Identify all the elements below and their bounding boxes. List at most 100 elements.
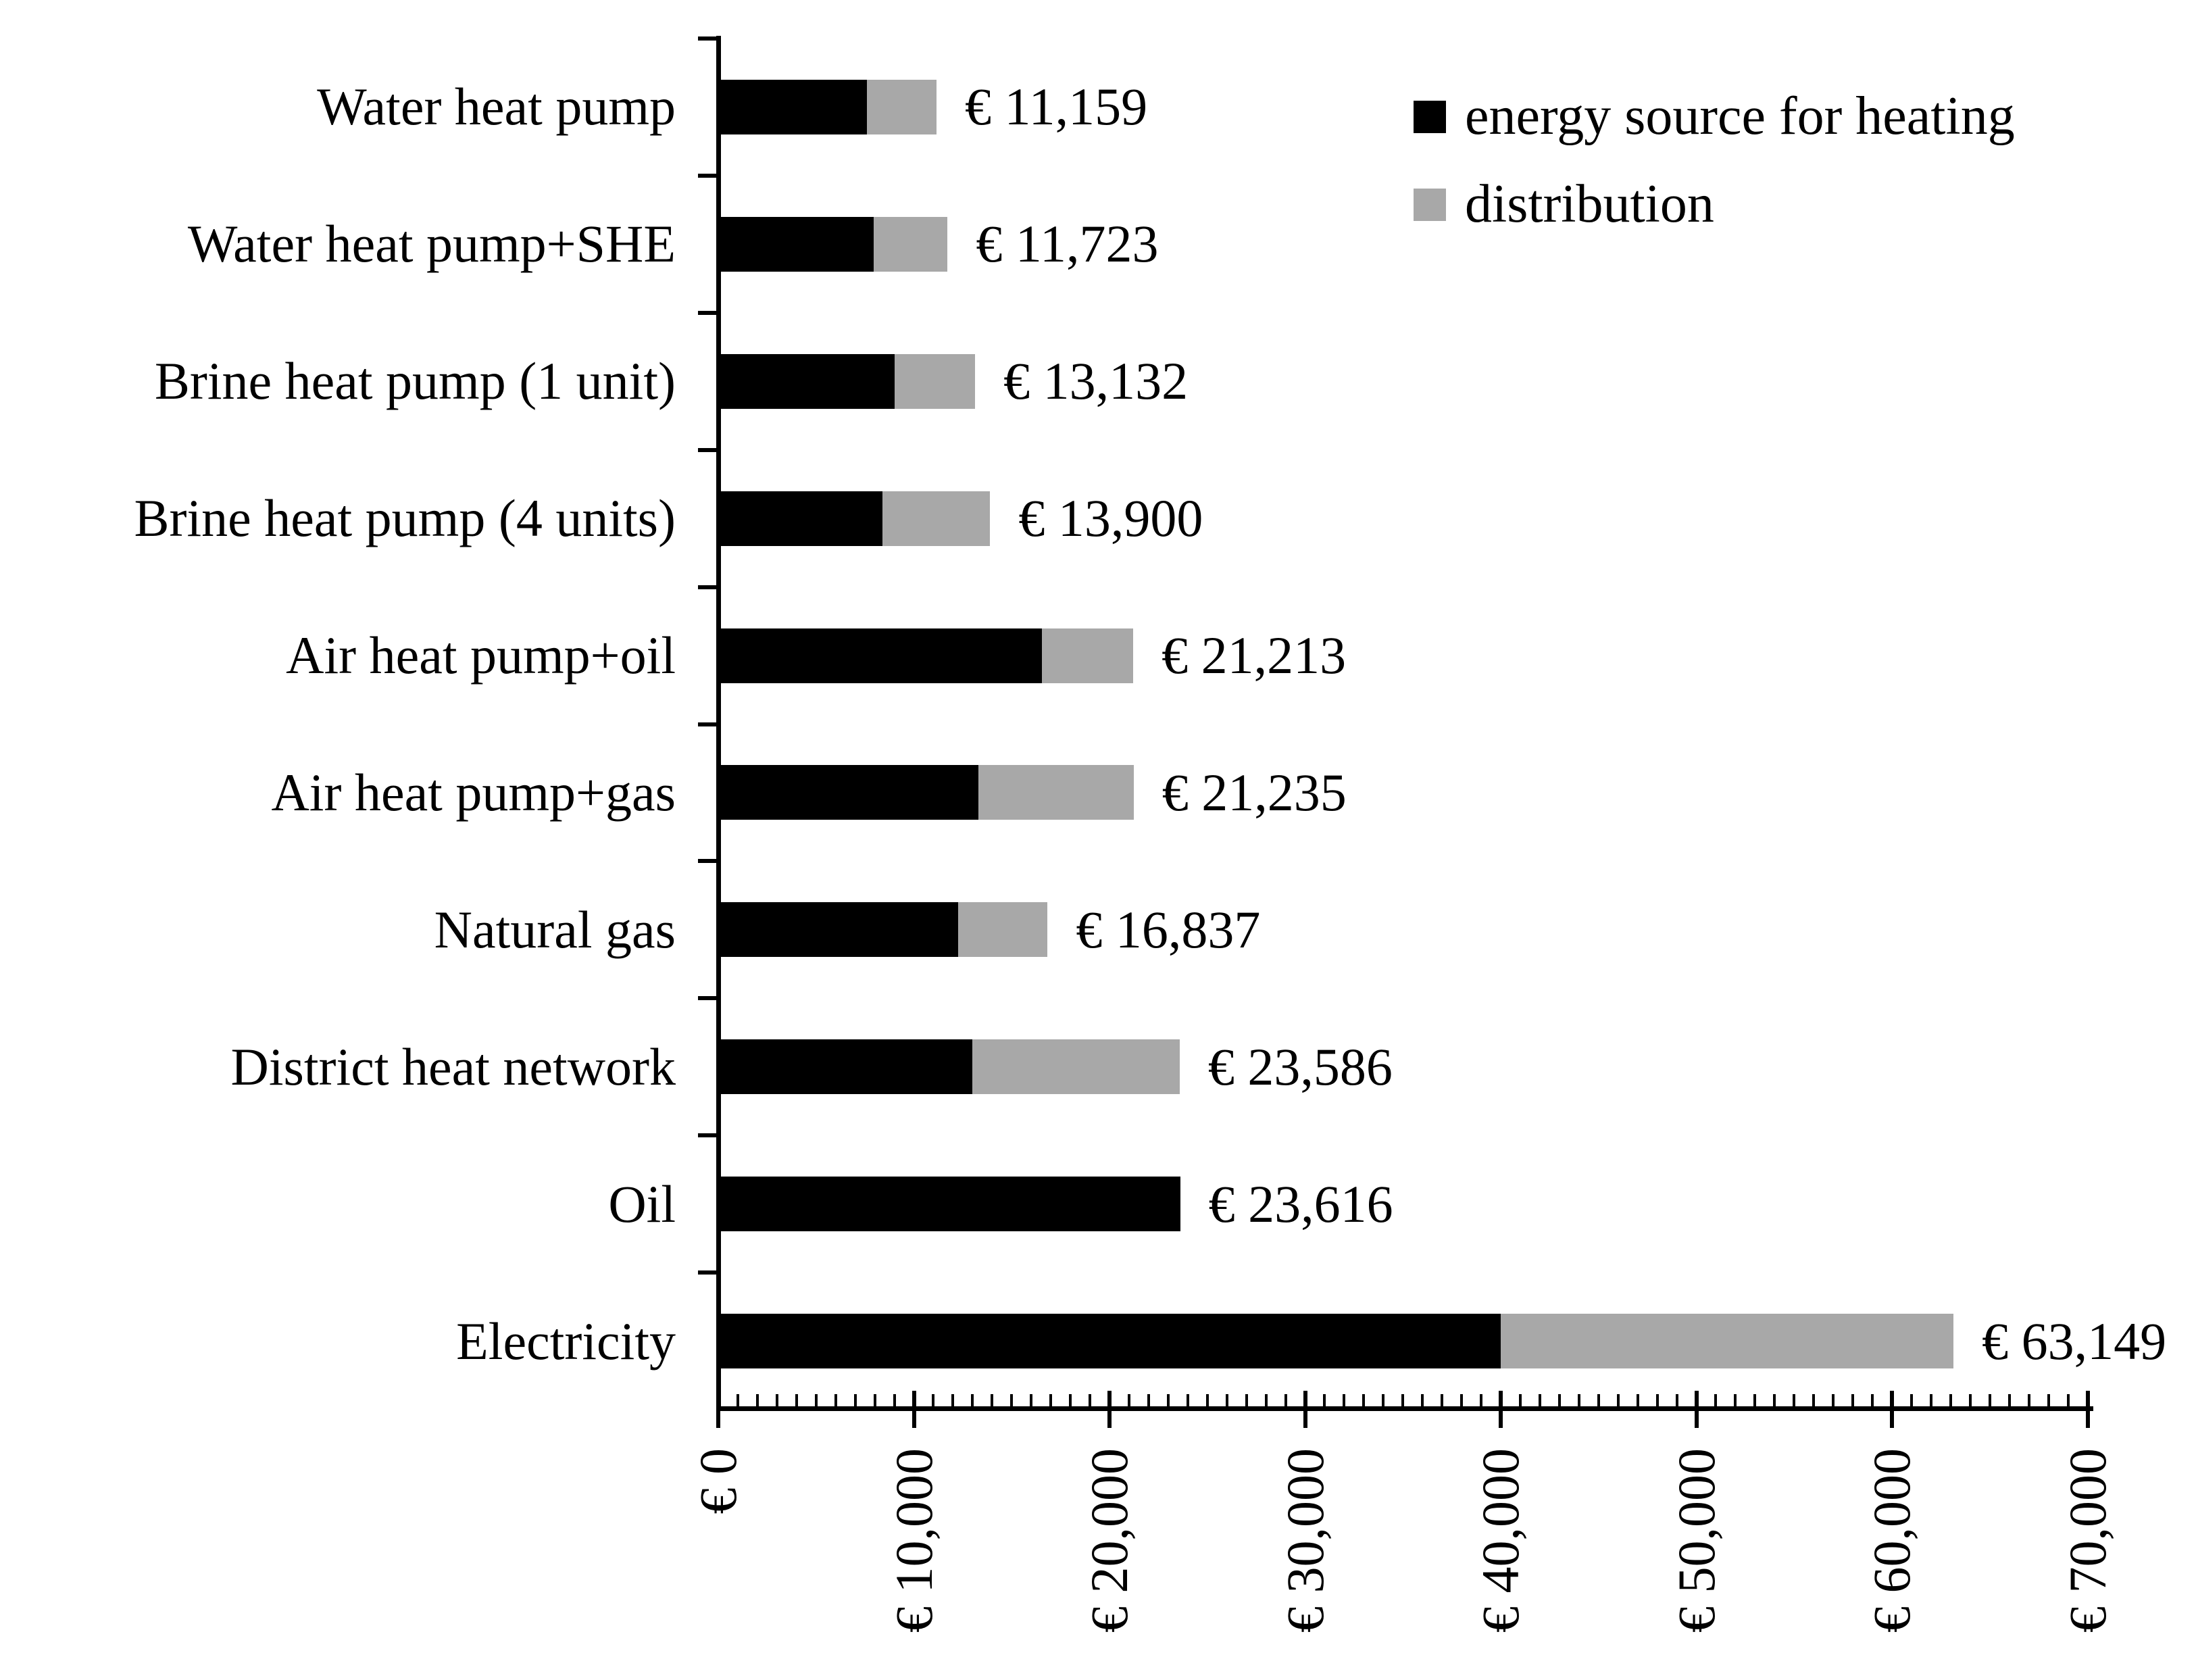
x-axis-minor-tick bbox=[1225, 1394, 1228, 1409]
x-axis-minor-tick bbox=[951, 1394, 955, 1409]
x-axis-minor-tick bbox=[736, 1394, 739, 1409]
x-axis-minor-tick bbox=[1734, 1394, 1737, 1409]
bar-segment-heating bbox=[718, 216, 874, 272]
x-axis-minor-tick bbox=[2007, 1394, 2011, 1409]
x-axis-minor-tick bbox=[1832, 1394, 1835, 1409]
x-axis-minor-tick bbox=[1949, 1394, 1952, 1409]
x-axis-minor-tick bbox=[834, 1394, 837, 1409]
y-axis-category-tick bbox=[698, 585, 718, 589]
legend-item-distribution: distribution bbox=[1414, 174, 1714, 234]
x-axis-minor-tick bbox=[1441, 1394, 1444, 1409]
x-axis-minor-tick bbox=[1929, 1394, 1932, 1409]
legend-item-heating: energy source for heating bbox=[1414, 87, 2015, 146]
x-axis-minor-tick bbox=[1362, 1394, 1366, 1409]
x-axis-minor-tick bbox=[1968, 1394, 1972, 1409]
x-axis-tick-label: € 50,000 bbox=[1666, 1448, 1726, 1633]
x-axis-minor-tick bbox=[1186, 1394, 1189, 1409]
x-axis-minor-tick bbox=[1382, 1394, 1385, 1409]
bar-segment-distribution bbox=[1501, 1314, 1954, 1369]
x-axis-minor-tick bbox=[1205, 1394, 1209, 1409]
x-axis-minor-tick bbox=[1166, 1394, 1170, 1409]
x-axis-minor-tick bbox=[1714, 1394, 1718, 1409]
x-axis-minor-tick bbox=[1871, 1394, 1874, 1409]
category-label: Water heat pump+SHE bbox=[187, 214, 676, 274]
bar-segment-distribution bbox=[972, 1039, 1180, 1095]
y-axis-category-tick bbox=[698, 859, 718, 864]
x-axis-minor-tick bbox=[1616, 1394, 1620, 1409]
x-axis-minor-tick bbox=[1401, 1394, 1405, 1409]
x-axis-tick-label: € 30,000 bbox=[1275, 1448, 1334, 1633]
y-axis-category-tick bbox=[698, 447, 718, 452]
x-axis-major-tick bbox=[912, 1391, 916, 1428]
x-axis-minor-tick bbox=[1538, 1394, 1541, 1409]
bar-segment-heating bbox=[718, 1177, 1180, 1232]
x-axis-minor-tick bbox=[1636, 1394, 1639, 1409]
x-axis-minor-tick bbox=[873, 1394, 876, 1409]
x-axis-minor-tick bbox=[1245, 1394, 1248, 1409]
x-axis-minor-tick bbox=[1264, 1394, 1268, 1409]
x-axis-minor-tick bbox=[1655, 1394, 1659, 1409]
x-axis-minor-tick bbox=[893, 1394, 896, 1409]
value-label: € 63,149 bbox=[1982, 1311, 2167, 1370]
category-label: Natural gas bbox=[434, 899, 676, 959]
x-axis-minor-tick bbox=[1851, 1394, 1855, 1409]
bar-segment-distribution bbox=[957, 902, 1048, 958]
x-axis-minor-tick bbox=[1089, 1394, 1092, 1409]
value-label: € 11,723 bbox=[976, 214, 1159, 274]
x-axis-minor-tick bbox=[1010, 1394, 1014, 1409]
bar-segment-distribution bbox=[978, 765, 1134, 820]
y-axis-category-tick bbox=[698, 722, 718, 726]
x-axis-minor-tick bbox=[1343, 1394, 1346, 1409]
x-axis-major-tick bbox=[2085, 1391, 2090, 1428]
x-axis-minor-tick bbox=[775, 1394, 778, 1409]
x-axis-major-tick bbox=[1303, 1391, 1307, 1428]
x-axis-minor-tick bbox=[1069, 1394, 1072, 1409]
x-axis-tick-label: € 10,000 bbox=[884, 1448, 943, 1633]
x-axis-major-tick bbox=[716, 1391, 720, 1428]
y-axis-category-tick bbox=[698, 173, 718, 178]
value-label: € 23,586 bbox=[1207, 1037, 1393, 1096]
x-axis-minor-tick bbox=[991, 1394, 994, 1409]
bar-segment-heating bbox=[718, 1314, 1501, 1369]
legend-swatch-distribution-icon bbox=[1414, 188, 1446, 221]
category-label: Electricity bbox=[456, 1311, 676, 1370]
bar-segment-heating bbox=[718, 491, 883, 546]
x-axis-minor-tick bbox=[1988, 1394, 1991, 1409]
x-axis-minor-tick bbox=[1284, 1394, 1287, 1409]
x-axis-major-tick bbox=[1890, 1391, 1894, 1428]
x-axis-minor-tick bbox=[1518, 1394, 1522, 1409]
y-axis-category-tick bbox=[698, 310, 718, 315]
x-axis-major-tick bbox=[1694, 1391, 1699, 1428]
category-label: Oil bbox=[608, 1174, 676, 1233]
x-axis-minor-tick bbox=[1049, 1394, 1053, 1409]
category-label: Air heat pump+gas bbox=[271, 762, 676, 822]
x-axis-minor-tick bbox=[1480, 1394, 1483, 1409]
value-label: € 23,616 bbox=[1208, 1174, 1393, 1233]
x-axis-minor-tick bbox=[1127, 1394, 1130, 1409]
x-axis-minor-tick bbox=[1030, 1394, 1033, 1409]
x-axis-minor-tick bbox=[2027, 1394, 2030, 1409]
x-axis-minor-tick bbox=[1597, 1394, 1600, 1409]
value-label: € 21,235 bbox=[1162, 762, 1347, 822]
x-axis-minor-tick bbox=[795, 1394, 798, 1409]
category-label: Brine heat pump (1 unit) bbox=[154, 351, 676, 411]
bar-segment-distribution bbox=[894, 353, 976, 409]
value-label: € 13,132 bbox=[1003, 351, 1189, 411]
x-axis-minor-tick bbox=[853, 1394, 857, 1409]
category-label: Air heat pump+oil bbox=[286, 626, 676, 685]
y-axis-line bbox=[716, 36, 721, 1411]
bar-segment-heating bbox=[718, 79, 868, 134]
value-label: € 16,837 bbox=[1076, 899, 1261, 959]
x-axis-minor-tick bbox=[1773, 1394, 1776, 1409]
bar-segment-heating bbox=[718, 902, 958, 958]
x-axis-minor-tick bbox=[1910, 1394, 1913, 1409]
bar-segment-heating bbox=[718, 1039, 973, 1095]
x-axis-tick-label: € 70,000 bbox=[2057, 1448, 2117, 1633]
x-axis-tick-label: € 20,000 bbox=[1080, 1448, 1139, 1633]
y-axis-category-tick bbox=[698, 36, 718, 41]
y-axis-category-tick bbox=[698, 1133, 718, 1138]
category-label: Brine heat pump (4 units) bbox=[134, 489, 676, 548]
x-axis-minor-tick bbox=[1557, 1394, 1561, 1409]
